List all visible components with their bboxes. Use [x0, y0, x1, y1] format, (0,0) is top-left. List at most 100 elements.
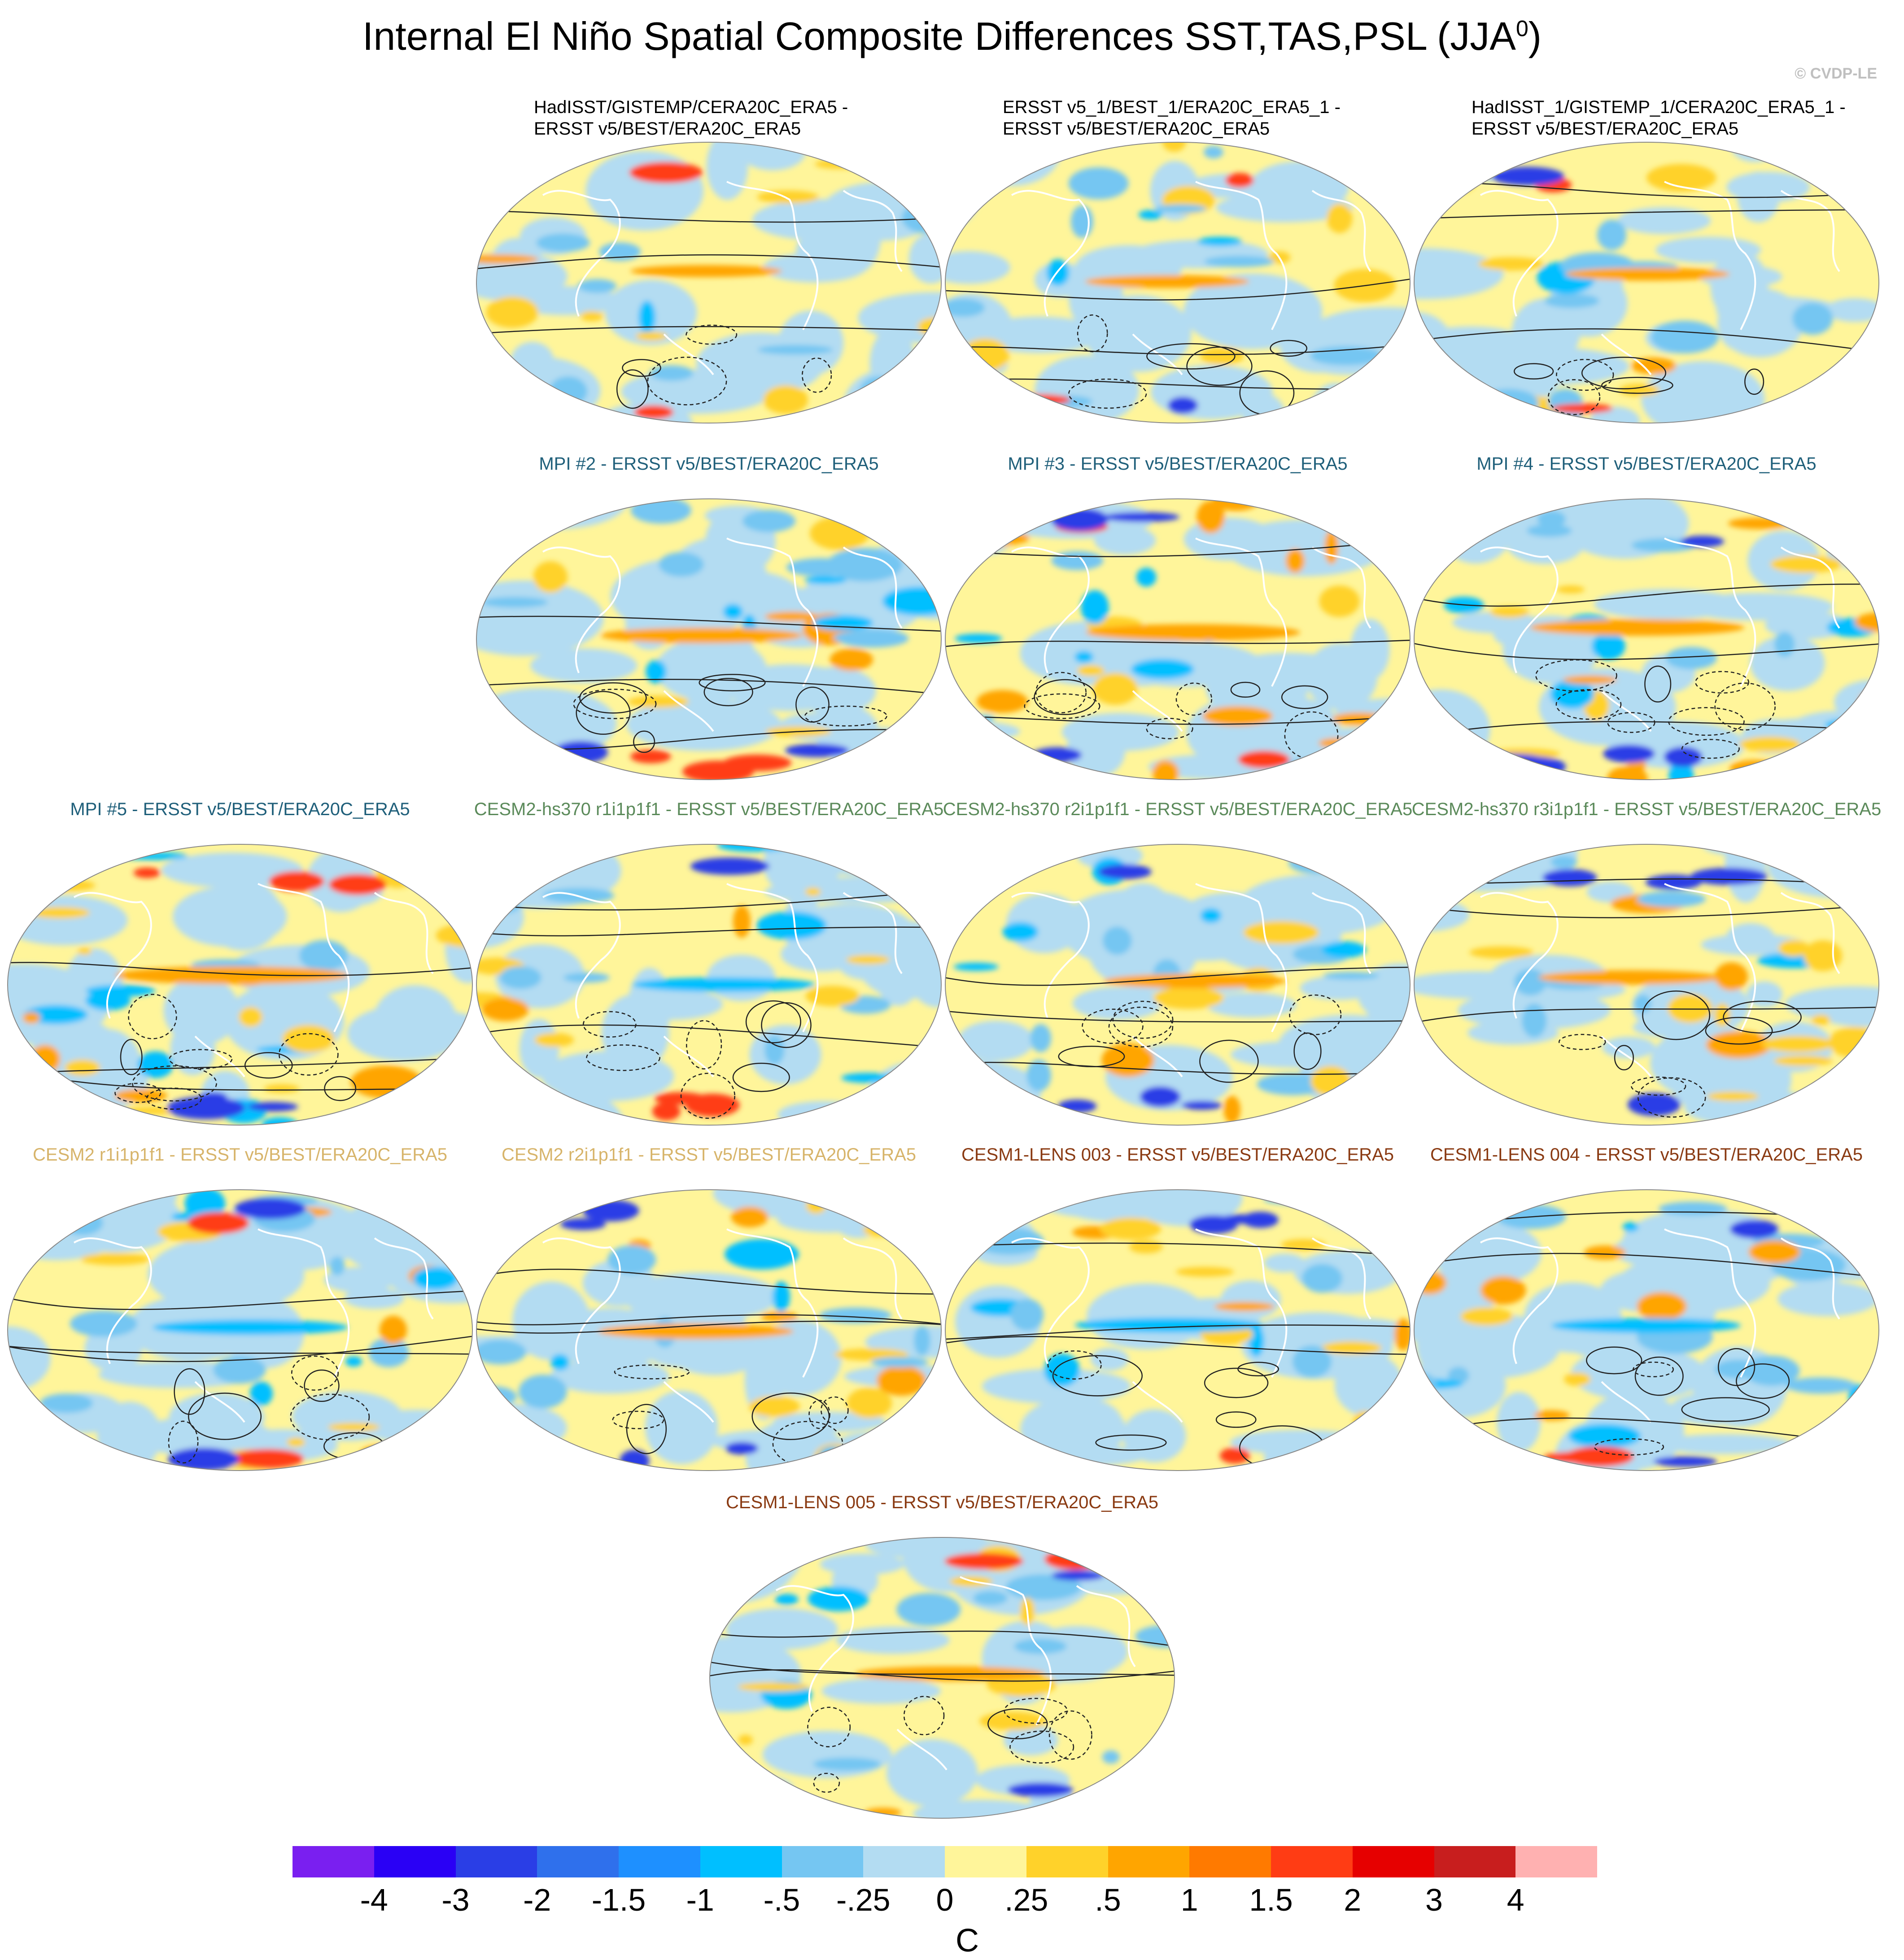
- anomaly-region: [1319, 1445, 1368, 1471]
- psl-contour: [821, 1396, 849, 1424]
- anomaly-region: [379, 1315, 407, 1344]
- anomaly-region: [232, 1449, 304, 1468]
- anomaly-region: [1770, 555, 1842, 573]
- anomaly-region: [1135, 907, 1273, 961]
- psl-contour: [686, 324, 738, 345]
- coastline: [73, 1237, 152, 1364]
- anomaly-region: [961, 760, 997, 780]
- panel-title: HadISST/GISTEMP/CERA20C_ERA5 - ERSST v5/B…: [534, 96, 947, 140]
- anomaly-region: [91, 1109, 127, 1125]
- anomaly-region: [161, 852, 303, 888]
- psl-contour: [686, 1020, 722, 1069]
- anomaly-region: [263, 1084, 300, 1093]
- coastline: [1480, 892, 1559, 1019]
- psl-contour: [582, 1011, 637, 1038]
- psl-contour: [476, 1269, 941, 1295]
- psl-contour: [120, 1039, 143, 1075]
- anomaly-region: [1350, 619, 1390, 680]
- anomaly-region: [1094, 526, 1156, 555]
- anomaly-region: [22, 1012, 40, 1024]
- colorbar-swatch: [1189, 1846, 1271, 1877]
- anomaly-region: [1603, 744, 1655, 763]
- anomaly-region: [1087, 1787, 1163, 1815]
- psl-contour: [647, 356, 727, 406]
- anomaly-region: [1828, 1027, 1879, 1058]
- anomaly-region: [30, 1045, 61, 1073]
- coastline: [1311, 190, 1371, 272]
- psl-contour: [132, 1065, 217, 1102]
- anomaly-region: [828, 1109, 900, 1125]
- anomaly-region: [560, 1218, 606, 1230]
- panel-title-line2: ERSST v5/BEST/ERA20C_ERA5: [1003, 119, 1270, 139]
- anomaly-region: [846, 955, 890, 965]
- psl-contour: [476, 679, 941, 695]
- psl-contour: [1736, 1363, 1790, 1399]
- panel-title-line1: CESM1-LENS 003 - ERSST v5/BEST/ERA20C_ER…: [961, 1145, 1394, 1165]
- anomaly-region: [731, 1206, 769, 1227]
- anomaly-region: [1550, 680, 1594, 709]
- psl-contour: [1215, 1411, 1257, 1428]
- psl-contour: [128, 994, 177, 1039]
- anomaly-region: [886, 733, 920, 743]
- anomaly-region: [738, 1682, 809, 1692]
- psl-contour: [1633, 1362, 1674, 1378]
- anomaly-region: [775, 1593, 799, 1605]
- anomaly-region: [476, 862, 495, 874]
- psl-contour: [1681, 1397, 1770, 1422]
- colorbar-tick-label: .25: [1004, 1882, 1048, 1917]
- colorbar: [293, 1846, 1598, 1877]
- anomaly-region: [1651, 320, 1719, 354]
- anomaly-region: [549, 376, 587, 406]
- anomaly-region: [1068, 167, 1129, 200]
- psl-contour: [1414, 583, 1879, 607]
- psl-contour: [1681, 739, 1740, 759]
- panel-title-line1: MPI #2 - ERSST v5/BEST/ERA20C_ERA5: [539, 454, 879, 474]
- psl-contour: [8, 1290, 472, 1310]
- anomaly-region: [24, 1005, 88, 1024]
- map-border: [476, 844, 942, 1126]
- colorbar-swatch: [782, 1846, 864, 1877]
- psl-contour: [1601, 377, 1673, 394]
- panel-title: CESM1-LENS 003 - ERSST v5/BEST/ERA20C_ER…: [940, 1144, 1415, 1166]
- anomaly-region: [1050, 508, 1109, 531]
- anomaly-region: [1591, 632, 1625, 660]
- psl-contour: [1705, 1017, 1773, 1045]
- colorbar-tick-label: 4: [1507, 1882, 1524, 1917]
- anomaly-region: [1544, 293, 1599, 308]
- map-panel: MPI #5 - ERSST v5/BEST/ERA20C_ERA5: [2, 799, 478, 1131]
- anomaly-region: [8, 1045, 148, 1116]
- coastline: [1664, 883, 1756, 1032]
- anomaly-region: [476, 367, 518, 397]
- anomaly-region: [739, 142, 806, 170]
- map-panel: MPI #2 - ERSST v5/BEST/ERA20C_ERA5: [471, 453, 947, 785]
- anomaly-region: [577, 279, 617, 293]
- anomaly-region: [733, 905, 751, 938]
- anomaly-region: [1584, 1245, 1626, 1260]
- anomaly-region: [1552, 403, 1613, 414]
- anomaly-region: [1414, 1271, 1447, 1295]
- anomaly-region: [879, 971, 916, 1006]
- psl-contour: [1146, 343, 1236, 370]
- psl-contour: [579, 682, 647, 714]
- psl-contour: [1414, 209, 1879, 219]
- anomaly-region: [1668, 759, 1694, 780]
- anomaly-region: [70, 1310, 137, 1337]
- map-panel: CESM2 r2i1p1f1 - ERSST v5/BEST/ERA20C_ER…: [471, 1144, 947, 1476]
- panel-title-line1: CESM2-hs370 r2i1p1f1 - ERSST v5/BEST/ERA…: [943, 799, 1413, 819]
- psl-contour: [710, 1669, 1175, 1682]
- anomaly-region: [137, 1051, 174, 1078]
- equatorial-anomaly: [1085, 275, 1249, 288]
- anomaly-region: [686, 1093, 740, 1117]
- anomaly-region: [805, 986, 860, 1007]
- anomaly-region: [742, 510, 796, 533]
- sst-map: [7, 1189, 473, 1471]
- psl-contour: [476, 1024, 941, 1048]
- anomaly-region: [173, 886, 287, 947]
- anomaly-region: [282, 1025, 335, 1053]
- psl-contour: [1668, 707, 1745, 736]
- sst-map: [945, 498, 1411, 780]
- anomaly-region: [1480, 1276, 1526, 1305]
- coastline: [1076, 1585, 1136, 1668]
- anomaly-region: [725, 1239, 799, 1270]
- equatorial-anomaly: [153, 1319, 349, 1335]
